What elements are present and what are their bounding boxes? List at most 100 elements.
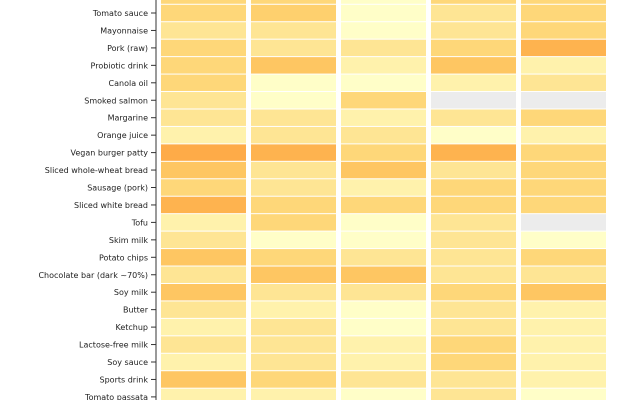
heatmap-cell [341,283,426,301]
heatmap-cell [161,231,246,249]
heatmap-cell [431,283,516,301]
heatmap-cell [341,353,426,371]
heatmap-cell [161,92,246,109]
heatmap-cell [431,301,516,318]
heatmap-cell [521,371,606,388]
heatmap-cell [161,196,246,214]
heatmap-cell [161,249,246,266]
heatmap-cell [251,318,336,336]
heatmap-cell [521,22,606,39]
heatmap-cell [251,22,336,39]
heatmap-cell [431,74,516,92]
heatmap-cell [161,301,246,318]
heatmap-cell [161,388,246,400]
heatmap-cell [161,371,246,388]
heatmap-cell [431,336,516,353]
heatmap-cell [431,179,516,196]
heatmap-cell [251,126,336,144]
y-tick-label: Chocolate bar (dark ~70%) [38,271,148,280]
heatmap-cell [521,353,606,371]
heatmap-cell [161,22,246,39]
heatmap-cell [161,4,246,22]
heatmap-cell [521,214,606,231]
heatmap-cell [251,144,336,161]
heatmap-cell [161,214,246,231]
heatmap-cell [521,4,606,22]
heatmap-cell [341,22,426,39]
heatmap-cell [161,283,246,301]
y-tick-label: Margarine [108,114,149,123]
y-tick-label: Canola oil [109,79,148,88]
heatmap-cell [251,283,336,301]
heatmap-cell [161,353,246,371]
heatmap-cell [251,371,336,388]
heatmap-cell [341,196,426,214]
heatmap-cell [431,353,516,371]
heatmap-cell [341,371,426,388]
heatmap-cell [341,126,426,144]
heatmap-cell [341,266,426,283]
heatmap-cell [161,126,246,144]
heatmap-cell [431,161,516,179]
heatmap-cell [161,0,246,4]
heatmap-cell [341,179,426,196]
y-tick-label: Skim milk [109,236,149,245]
heatmap-cell [251,179,336,196]
heatmap-cell [521,196,606,214]
heatmap-cell [251,336,336,353]
heatmap-cell [251,353,336,371]
heatmap-cell [431,214,516,231]
heatmap-cell [431,92,516,109]
y-tick-label: Tomato sauce [92,9,148,18]
y-tick-label: Tomato passata [84,393,148,400]
heatmap-cell [341,39,426,57]
heatmap-cell [521,231,606,249]
heatmap-cell [431,231,516,249]
heatmap-cell [521,283,606,301]
heatmap-cell [341,144,426,161]
heatmap-cell [521,57,606,74]
heatmap-cell [161,39,246,57]
heatmap-cell [161,109,246,126]
heatmap-cell [251,92,336,109]
heatmap-cell [521,39,606,57]
heatmap-cell [341,92,426,109]
heatmap-cell [431,371,516,388]
heatmap-cell [431,57,516,74]
heatmap-cell [431,126,516,144]
y-tick-label: Orange juice [97,131,148,140]
y-tick-label: Smoked salmon [84,96,148,105]
y-tick-label: Sliced whole-wheat bread [45,166,148,175]
y-tick-label: Sausage (pork) [87,184,148,193]
heatmap-cell [341,318,426,336]
heatmap-cell [161,179,246,196]
heatmap-cell [521,144,606,161]
heatmap-cell [431,39,516,57]
heatmap-cell [251,0,336,4]
heatmap-cell [161,161,246,179]
heatmap-cell [341,214,426,231]
heatmap-cell [341,388,426,400]
heatmap-cell [251,301,336,318]
heatmap-cell [161,74,246,92]
heatmap-cell [251,231,336,249]
heatmap-cell [431,196,516,214]
heatmap-cell [251,4,336,22]
y-tick-label: Soy sauce [107,358,148,367]
heatmap-cell [251,214,336,231]
y-tick-label: Butter [123,306,149,315]
heatmap-cell [521,126,606,144]
heatmap-cell [521,249,606,266]
heatmap-cell [341,4,426,22]
y-tick-label: Potato chips [99,253,148,262]
y-tick-label: Tofu [131,218,148,227]
heatmap-cell [521,92,606,109]
heatmap-cell [431,22,516,39]
heatmap-cell [431,388,516,400]
heatmap-cell [431,144,516,161]
y-tick-label: Sports drink [100,375,149,384]
heatmap-cell [341,74,426,92]
heatmap-cell [521,318,606,336]
heatmap-cell [161,57,246,74]
